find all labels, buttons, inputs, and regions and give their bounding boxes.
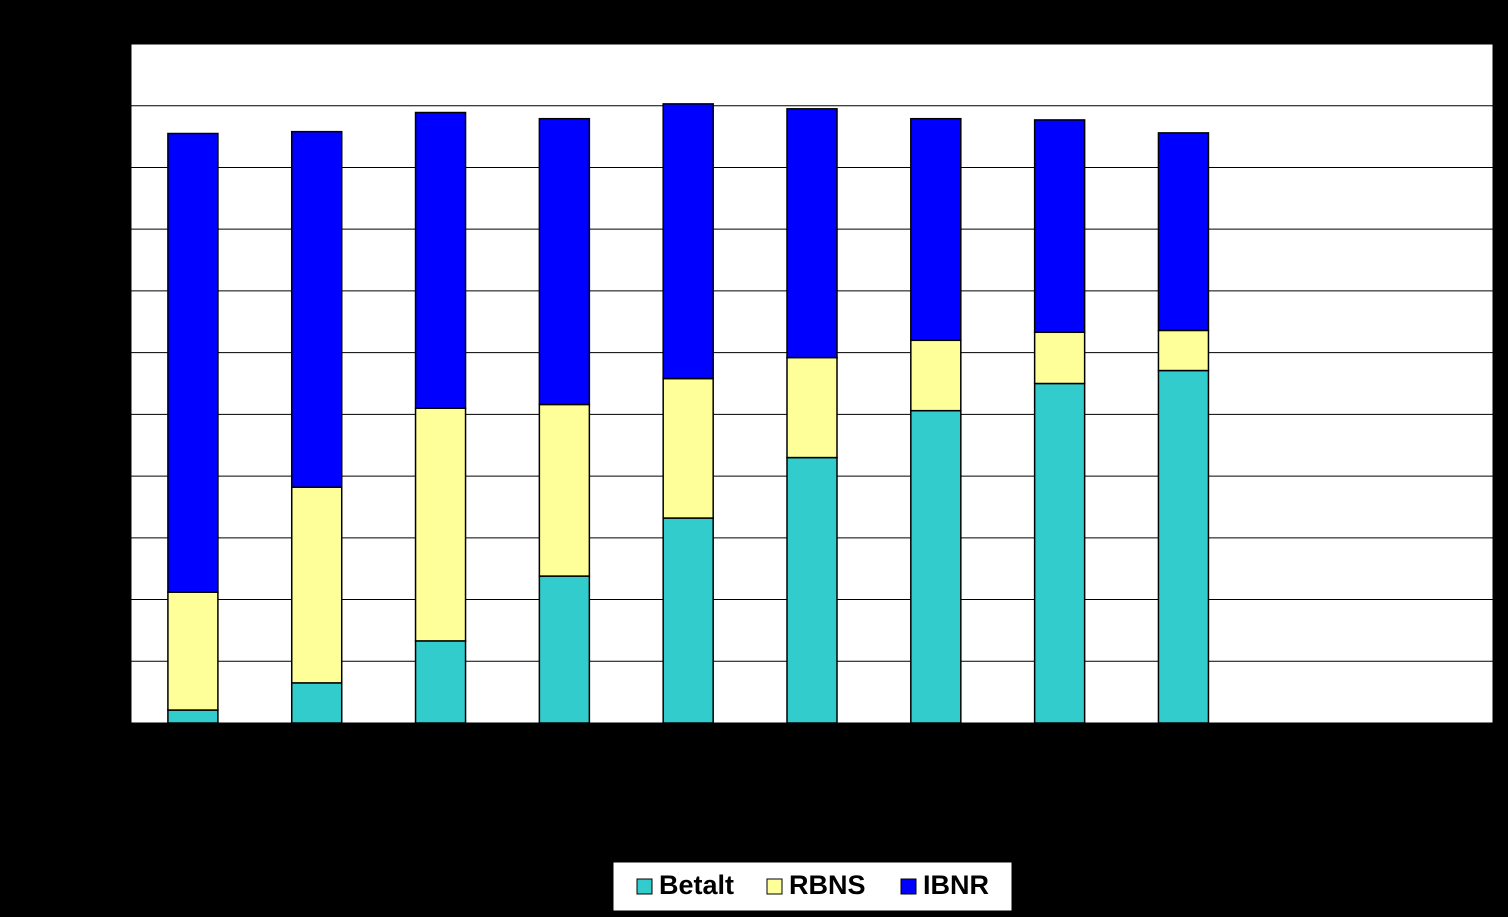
bar-segment bbox=[910, 339, 962, 412]
bar-segment bbox=[1033, 382, 1086, 724]
bar-segment bbox=[290, 486, 343, 684]
bar-segment bbox=[786, 108, 838, 359]
bar-segment bbox=[538, 575, 591, 724]
bar-segment bbox=[290, 130, 343, 488]
bar-segment bbox=[662, 517, 714, 724]
bar-segment bbox=[910, 117, 962, 342]
legend-label: RBNS bbox=[789, 870, 866, 900]
bar-segment bbox=[167, 591, 219, 711]
bar-segment bbox=[538, 403, 591, 577]
bar-segment bbox=[662, 377, 714, 519]
bar-segment bbox=[414, 111, 467, 409]
bar-segment bbox=[414, 640, 467, 724]
legend-swatch bbox=[766, 878, 783, 895]
bar-segment bbox=[662, 103, 714, 380]
bar-segment bbox=[1033, 331, 1086, 385]
bar-segment bbox=[538, 117, 591, 406]
legend-label: Betalt bbox=[659, 870, 734, 900]
legend-box bbox=[612, 861, 1013, 912]
bar-segment bbox=[1157, 132, 1210, 332]
bar-segment bbox=[290, 682, 343, 724]
bar-segment bbox=[1157, 369, 1210, 724]
bar-segment bbox=[786, 456, 838, 724]
bar-segment bbox=[1157, 329, 1210, 372]
bar-segment bbox=[910, 409, 962, 724]
bar-segment bbox=[1033, 119, 1086, 334]
legend-swatch bbox=[636, 878, 653, 895]
legend-label: IBNR bbox=[923, 870, 989, 900]
bar-segment bbox=[167, 132, 219, 593]
legend-swatch bbox=[900, 878, 917, 895]
bar-segment bbox=[786, 356, 838, 459]
bar-segment bbox=[414, 407, 467, 642]
bar-segment bbox=[167, 709, 219, 724]
